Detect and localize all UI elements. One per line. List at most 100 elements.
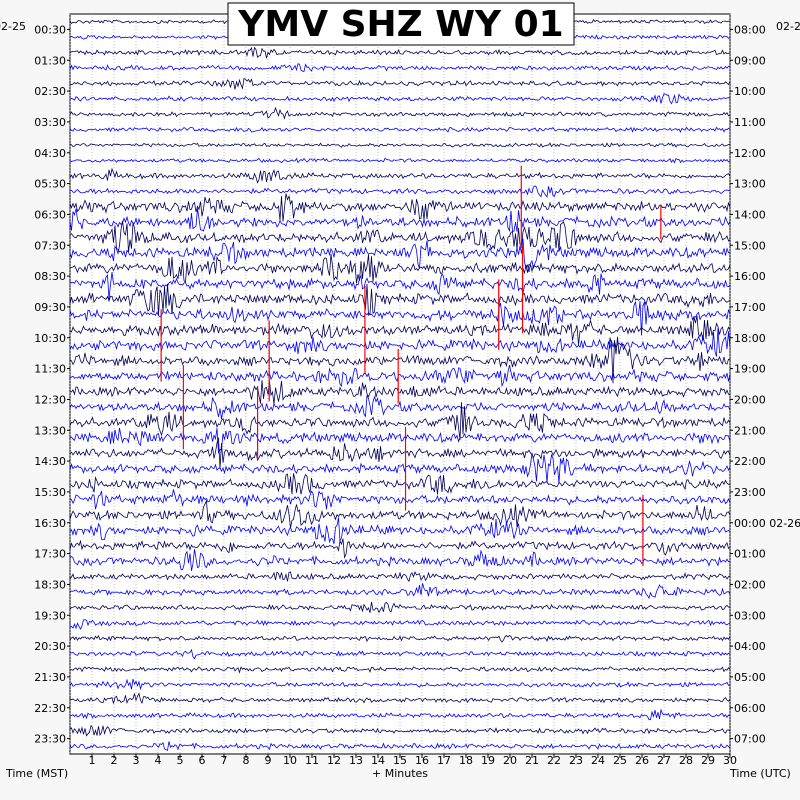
minute-ticks: 1 2 3 4 5 6 7 8 9 10 11 12 13 14 15 16 17 18 19 20 21 22 23 24 2… xyxy=(89,754,737,767)
right-time-label: 19:00 xyxy=(734,363,766,376)
right-time-label: 15:00 xyxy=(734,239,766,252)
trace-line xyxy=(69,402,731,440)
trace-line xyxy=(69,453,731,484)
trace-line xyxy=(69,253,731,284)
right-time-label: 13:00 xyxy=(734,178,766,191)
right-time-label: 11:00 xyxy=(734,116,766,129)
left-time-label: 13:30 xyxy=(34,424,66,437)
right-time-label: 22:00 xyxy=(734,455,766,468)
left-axis-label: Time (MST) xyxy=(5,767,68,780)
x-tick-label: 9 xyxy=(265,754,272,767)
chart-title: YMV SHZ WY 01 xyxy=(237,4,563,45)
trace-line xyxy=(69,741,731,751)
right-time-label: 09:00 xyxy=(734,54,766,67)
left-time-label: 15:30 xyxy=(34,486,66,499)
trace-line xyxy=(69,678,731,691)
trace-line xyxy=(69,473,731,495)
trace-line xyxy=(69,46,731,59)
x-tick-label: 30 xyxy=(723,754,737,767)
right-time-label: 07:00 xyxy=(734,733,766,746)
left-time-label: 12:30 xyxy=(34,393,66,406)
right-time-label: 06:00 xyxy=(734,702,766,715)
trace-line xyxy=(69,365,731,388)
right-time-label: 20:00 xyxy=(734,393,766,406)
x-tick-label: 1 xyxy=(89,754,96,767)
title-box xyxy=(227,2,575,46)
left-time-label: 06:30 xyxy=(34,208,66,221)
trace-line xyxy=(69,538,731,559)
left-time-ticks: 00:30 01:30 02:30 03:30 04:30 05:30 06:30 07:30… xyxy=(34,23,70,746)
trace-line xyxy=(69,220,731,255)
x-tick-label: 10 xyxy=(283,754,297,767)
trace-line xyxy=(69,583,731,600)
trace-line xyxy=(69,395,731,420)
clipped-events xyxy=(160,165,662,566)
right-time-label: 05:00 xyxy=(734,671,766,684)
right-date-label: 02-25 xyxy=(776,20,800,33)
trace-line xyxy=(69,708,731,721)
right-time-label: 00:00 02-26 xyxy=(734,517,800,530)
left-time-label: 05:30 xyxy=(34,178,66,191)
trace-line xyxy=(69,327,731,357)
trace-line xyxy=(69,489,731,510)
left-time-label: 21:30 xyxy=(34,671,66,684)
trace-line xyxy=(69,724,731,737)
trace-line xyxy=(69,185,730,198)
right-time-label: 18:00 xyxy=(734,332,766,345)
x-tick-label: 8 xyxy=(243,754,250,767)
right-time-label: 08:00 xyxy=(734,23,766,36)
left-time-label: 16:30 xyxy=(34,517,66,530)
trace-line xyxy=(69,380,731,405)
right-time-label: 16:00 xyxy=(734,270,766,283)
right-time-label: 03:00 xyxy=(734,609,766,622)
x-tick-label: 21 xyxy=(525,754,539,767)
x-tick-label: 13 xyxy=(349,754,363,767)
trace-line xyxy=(69,193,731,222)
right-axis-label: Time (UTC) xyxy=(729,767,791,780)
x-tick-label: 22 xyxy=(547,754,561,767)
left-time-label: 23:30 xyxy=(34,733,66,746)
trace-line xyxy=(69,499,731,528)
left-time-label: 17:30 xyxy=(34,548,66,561)
trace-line xyxy=(69,93,731,105)
right-time-label: 14:00 xyxy=(734,208,766,221)
trace-line xyxy=(69,63,731,72)
x-tick-label: 27 xyxy=(657,754,671,767)
trace-line xyxy=(69,619,731,630)
right-time-label: 21:00 xyxy=(734,424,766,437)
left-time-label: 14:30 xyxy=(34,455,66,468)
trace-line xyxy=(69,517,731,545)
trace-line xyxy=(69,315,731,345)
trace-line xyxy=(69,238,731,273)
trace-line xyxy=(69,571,731,583)
trace-line xyxy=(69,283,731,316)
right-time-label: 23:00 xyxy=(734,486,766,499)
x-tick-label: 4 xyxy=(155,754,162,767)
trace-line xyxy=(69,648,731,660)
left-time-label: 02:30 xyxy=(34,85,66,98)
x-tick-label: 29 xyxy=(701,754,715,767)
x-tick-label: 19 xyxy=(481,754,495,767)
x-tick-label: 3 xyxy=(133,754,140,767)
trace-line xyxy=(69,126,731,133)
x-tick-label: 18 xyxy=(459,754,473,767)
left-time-label: 18:30 xyxy=(34,578,66,591)
trace-line xyxy=(69,142,731,148)
right-time-label: 10:00 xyxy=(734,85,766,98)
x-tick-label: 2 xyxy=(111,754,118,767)
right-time-label: 02:00 xyxy=(734,578,766,591)
x-tick-label: 11 xyxy=(305,754,319,767)
x-tick-label: 5 xyxy=(177,754,184,767)
left-time-label: 00:30 xyxy=(34,23,66,36)
trace-line xyxy=(69,157,731,164)
x-tick-label: 28 xyxy=(679,754,693,767)
x-tick-label: 24 xyxy=(591,754,605,767)
x-tick-label: 23 xyxy=(569,754,583,767)
x-tick-label: 14 xyxy=(371,754,385,767)
right-time-label: 04:00 xyxy=(734,640,766,653)
grid-lines xyxy=(69,14,731,754)
bottom-axis-label: + Minutes xyxy=(372,767,428,780)
trace-line xyxy=(69,601,731,614)
x-tick-label: 15 xyxy=(393,754,407,767)
